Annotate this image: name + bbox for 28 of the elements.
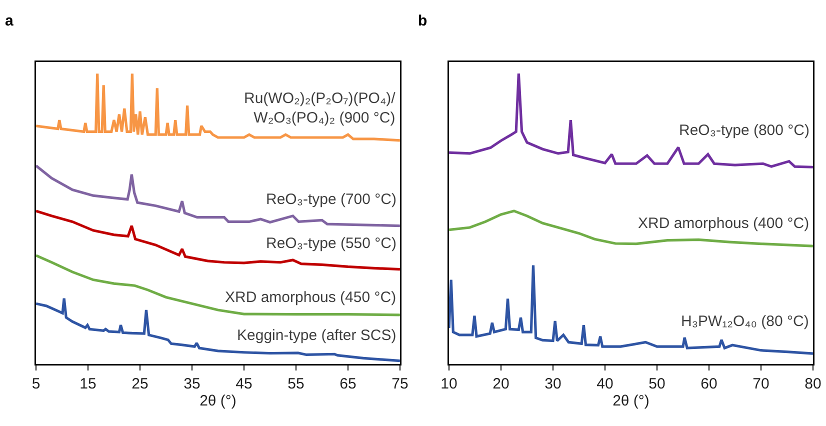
- x-tick-label: 5: [32, 376, 40, 392]
- x-axis-title: 2θ (°): [612, 392, 650, 410]
- series-label: Keggin-type (after SCS): [237, 327, 396, 344]
- x-tick-label: 45: [236, 376, 252, 392]
- x-tick-label: 40: [596, 376, 614, 392]
- series-label: XRD amorphous (400 °C): [638, 215, 810, 232]
- x-tick-label: 75: [392, 376, 408, 392]
- x-tick-label: 80: [804, 376, 822, 392]
- x-axis-title: 2θ (°): [200, 392, 236, 410]
- x-tick-label: 15: [80, 376, 96, 392]
- series-label: Ru(WO₂)₂(P₂O₇)(PO₄)/ W₂O₃(PO₄)₂ (900 °C): [244, 90, 396, 126]
- series-label: ReO₃-type (550 °C): [266, 235, 396, 252]
- x-tick-label: 55: [288, 376, 304, 392]
- series-label: ReO₃-type (800 °C): [679, 122, 810, 139]
- series-label: XRD amorphous (450 °C): [225, 289, 396, 306]
- x-tick-label: 10: [440, 376, 458, 392]
- x-tick-label: 65: [340, 376, 356, 392]
- x-tick-label: 20: [492, 376, 510, 392]
- chart-title: b: [418, 12, 428, 30]
- x-tick-label: 60: [700, 376, 718, 392]
- x-tick-label: 25: [132, 376, 148, 392]
- series-label: ReO₃-type (700 °C): [266, 191, 396, 208]
- x-tick-label: 30: [544, 376, 562, 392]
- series-label: H₃PW₁₂O₄₀ (80 °C): [681, 313, 809, 330]
- x-tick-label: 50: [648, 376, 666, 392]
- x-tick-label: 70: [752, 376, 770, 392]
- x-tick-label: 35: [184, 376, 200, 392]
- chart-title: a: [4, 12, 14, 30]
